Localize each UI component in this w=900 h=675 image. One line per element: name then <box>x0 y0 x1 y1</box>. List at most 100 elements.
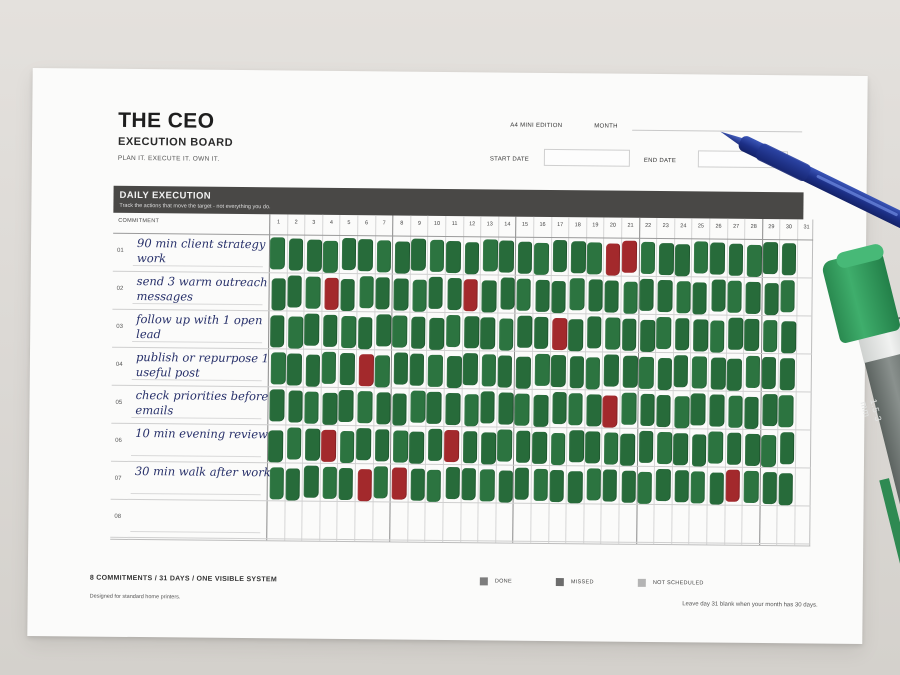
done-mark[interactable] <box>376 314 392 347</box>
done-mark[interactable] <box>707 431 723 464</box>
done-mark[interactable] <box>445 392 461 426</box>
done-mark[interactable] <box>323 240 338 273</box>
done-mark[interactable] <box>745 355 761 389</box>
done-mark[interactable] <box>586 316 602 349</box>
done-mark[interactable] <box>340 352 356 386</box>
done-mark[interactable] <box>322 466 338 499</box>
done-mark[interactable] <box>393 278 409 311</box>
done-mark[interactable] <box>410 390 426 423</box>
done-mark[interactable] <box>709 394 725 427</box>
done-mark[interactable] <box>517 241 533 274</box>
done-mark[interactable] <box>604 280 620 313</box>
done-mark[interactable] <box>604 354 620 387</box>
done-mark[interactable] <box>375 277 390 310</box>
done-mark[interactable] <box>426 391 442 424</box>
done-mark[interactable] <box>481 432 497 465</box>
done-mark[interactable] <box>445 240 461 274</box>
done-mark[interactable] <box>410 316 426 349</box>
done-mark[interactable] <box>340 278 356 312</box>
done-mark[interactable] <box>516 278 532 311</box>
done-mark[interactable] <box>655 469 671 502</box>
done-mark[interactable] <box>761 435 777 468</box>
done-mark[interactable] <box>267 430 283 463</box>
missed-mark[interactable] <box>725 469 741 502</box>
done-mark[interactable] <box>619 433 635 466</box>
done-mark[interactable] <box>286 427 302 460</box>
done-mark[interactable] <box>373 466 389 499</box>
done-mark[interactable] <box>656 395 671 428</box>
done-mark[interactable] <box>727 395 743 428</box>
done-mark[interactable] <box>570 241 586 274</box>
done-mark[interactable] <box>341 237 357 271</box>
missed-mark[interactable] <box>605 243 621 276</box>
done-mark[interactable] <box>288 316 304 349</box>
done-mark[interactable] <box>269 315 285 348</box>
done-mark[interactable] <box>481 280 497 313</box>
done-mark[interactable] <box>412 279 428 312</box>
done-mark[interactable] <box>498 470 514 503</box>
done-mark[interactable] <box>514 393 530 426</box>
done-mark[interactable] <box>288 238 304 271</box>
done-mark[interactable] <box>568 393 583 426</box>
done-mark[interactable] <box>549 469 565 503</box>
done-mark[interactable] <box>710 279 726 312</box>
done-mark[interactable] <box>533 394 549 427</box>
done-mark[interactable] <box>357 239 373 272</box>
missed-mark[interactable] <box>391 467 407 500</box>
done-mark[interactable] <box>692 356 707 389</box>
done-mark[interactable] <box>690 393 706 426</box>
done-mark[interactable] <box>657 432 673 465</box>
done-mark[interactable] <box>762 394 778 427</box>
done-mark[interactable] <box>481 354 497 387</box>
done-mark[interactable] <box>674 318 690 351</box>
done-mark[interactable] <box>622 281 638 314</box>
done-mark[interactable] <box>621 470 637 503</box>
done-mark[interactable] <box>673 355 689 388</box>
done-mark[interactable] <box>411 238 427 271</box>
done-mark[interactable] <box>585 431 601 464</box>
done-mark[interactable] <box>393 430 409 463</box>
done-mark[interactable] <box>709 472 724 505</box>
done-mark[interactable] <box>728 317 744 350</box>
done-mark[interactable] <box>550 354 566 388</box>
done-mark[interactable] <box>500 277 516 310</box>
done-mark[interactable] <box>287 390 303 423</box>
done-mark[interactable] <box>499 240 515 273</box>
missed-mark[interactable] <box>357 469 373 502</box>
missed-mark[interactable] <box>358 354 374 387</box>
done-mark[interactable] <box>709 242 725 275</box>
done-mark[interactable] <box>638 430 654 463</box>
done-mark[interactable] <box>480 391 495 424</box>
done-mark[interactable] <box>376 240 392 273</box>
done-mark[interactable] <box>461 468 477 501</box>
done-mark[interactable] <box>691 434 707 467</box>
done-mark[interactable] <box>463 394 479 427</box>
done-mark[interactable] <box>778 395 794 428</box>
done-mark[interactable] <box>429 239 445 272</box>
done-mark[interactable] <box>780 280 796 313</box>
done-mark[interactable] <box>426 469 442 502</box>
missed-mark[interactable] <box>324 277 340 310</box>
done-mark[interactable] <box>409 431 425 464</box>
done-mark[interactable] <box>781 243 797 276</box>
done-mark[interactable] <box>393 352 409 385</box>
missed-mark[interactable] <box>621 240 637 273</box>
done-mark[interactable] <box>744 396 759 429</box>
done-mark[interactable] <box>410 468 426 501</box>
done-mark[interactable] <box>569 356 585 389</box>
done-mark[interactable] <box>640 319 656 352</box>
done-mark[interactable] <box>270 278 286 311</box>
done-mark[interactable] <box>657 358 673 391</box>
missed-mark[interactable] <box>552 318 568 351</box>
done-mark[interactable] <box>341 315 357 349</box>
done-mark[interactable] <box>569 430 585 463</box>
done-mark[interactable] <box>375 392 391 425</box>
done-mark[interactable] <box>394 241 410 274</box>
done-mark[interactable] <box>780 358 795 391</box>
done-mark[interactable] <box>515 430 531 463</box>
done-mark[interactable] <box>551 280 566 314</box>
done-mark[interactable] <box>483 239 498 272</box>
done-mark[interactable] <box>726 358 742 391</box>
done-mark[interactable] <box>551 392 567 425</box>
done-mark[interactable] <box>622 355 638 388</box>
